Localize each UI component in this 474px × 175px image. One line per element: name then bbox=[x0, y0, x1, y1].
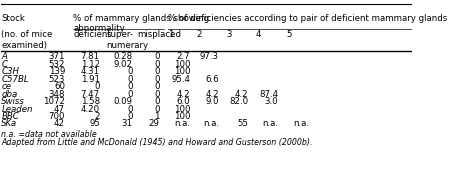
Text: % of mammary glands showing
abnormality: % of mammary glands showing abnormality bbox=[73, 14, 210, 33]
Text: n.a.: n.a. bbox=[174, 119, 190, 128]
Text: 1.12: 1.12 bbox=[81, 60, 100, 69]
Text: 1.58: 1.58 bbox=[81, 97, 100, 106]
Text: 6.0: 6.0 bbox=[177, 97, 190, 106]
Text: n.a.: n.a. bbox=[293, 119, 310, 128]
Text: 4.2: 4.2 bbox=[205, 90, 219, 99]
Text: Leaden: Leaden bbox=[1, 104, 33, 114]
Text: 4.31: 4.31 bbox=[81, 67, 100, 76]
Text: 348: 348 bbox=[48, 90, 65, 99]
Text: 2.7: 2.7 bbox=[177, 52, 190, 61]
Text: 1.91: 1.91 bbox=[81, 75, 100, 84]
Text: 29: 29 bbox=[148, 119, 159, 128]
Text: 139: 139 bbox=[49, 67, 65, 76]
Text: 100: 100 bbox=[174, 112, 190, 121]
Text: 0: 0 bbox=[127, 67, 133, 76]
Text: n.a.: n.a. bbox=[203, 119, 219, 128]
Text: ce: ce bbox=[1, 82, 11, 91]
Text: 9.02: 9.02 bbox=[114, 60, 133, 69]
Text: C: C bbox=[1, 60, 8, 69]
Text: 7.47: 7.47 bbox=[81, 90, 100, 99]
Text: 0: 0 bbox=[154, 67, 159, 76]
Text: BBC: BBC bbox=[1, 112, 19, 121]
Text: 4.2: 4.2 bbox=[235, 90, 248, 99]
Text: Swiss: Swiss bbox=[1, 97, 25, 106]
Text: 1: 1 bbox=[154, 112, 159, 121]
Text: 0: 0 bbox=[94, 82, 100, 91]
Text: 7.81: 7.81 bbox=[81, 52, 100, 61]
Text: 0: 0 bbox=[154, 90, 159, 99]
Text: 4.2: 4.2 bbox=[177, 90, 190, 99]
Text: 532: 532 bbox=[48, 60, 65, 69]
Text: 0: 0 bbox=[154, 82, 159, 91]
Text: 97.3: 97.3 bbox=[200, 52, 219, 61]
Text: 0.28: 0.28 bbox=[114, 52, 133, 61]
Text: 82.0: 82.0 bbox=[229, 97, 248, 106]
Text: 0: 0 bbox=[127, 104, 133, 114]
Text: 95.4: 95.4 bbox=[171, 75, 190, 84]
Text: 2: 2 bbox=[94, 112, 100, 121]
Text: 9.0: 9.0 bbox=[205, 97, 219, 106]
Text: 55: 55 bbox=[237, 119, 248, 128]
Text: 0: 0 bbox=[154, 104, 159, 114]
Text: 100: 100 bbox=[174, 104, 190, 114]
Text: C57BL: C57BL bbox=[1, 75, 29, 84]
Text: 0: 0 bbox=[127, 75, 133, 84]
Text: A: A bbox=[1, 52, 7, 61]
Text: 60: 60 bbox=[54, 82, 65, 91]
Text: 0: 0 bbox=[154, 60, 159, 69]
Text: 0: 0 bbox=[127, 90, 133, 99]
Text: C3H: C3H bbox=[1, 67, 19, 76]
Text: Stock: Stock bbox=[1, 14, 25, 23]
Text: 1: 1 bbox=[168, 30, 173, 39]
Text: 0: 0 bbox=[154, 97, 159, 106]
Text: misplaced: misplaced bbox=[137, 30, 181, 39]
Text: Adapted from Little and McDonald (1945) and Howard and Gusterson (2000b).: Adapted from Little and McDonald (1945) … bbox=[1, 138, 313, 147]
Text: 0.09: 0.09 bbox=[114, 97, 133, 106]
Text: % of deficiencies according to pair of deficient mammary glands: % of deficiencies according to pair of d… bbox=[168, 14, 447, 23]
Text: SKa: SKa bbox=[1, 119, 18, 128]
Text: 42: 42 bbox=[54, 119, 65, 128]
Text: 87.4: 87.4 bbox=[259, 90, 279, 99]
Text: dba: dba bbox=[1, 90, 18, 99]
Text: 0: 0 bbox=[127, 112, 133, 121]
Text: 47: 47 bbox=[54, 104, 65, 114]
Text: (no. of mice
examined): (no. of mice examined) bbox=[1, 30, 53, 50]
Text: 6.6: 6.6 bbox=[205, 75, 219, 84]
Text: 5: 5 bbox=[287, 30, 292, 39]
Text: 700: 700 bbox=[48, 112, 65, 121]
Text: n.a.: n.a. bbox=[263, 119, 279, 128]
Text: 95: 95 bbox=[89, 119, 100, 128]
Text: super-
numerary: super- numerary bbox=[106, 30, 148, 50]
Text: 3: 3 bbox=[226, 30, 231, 39]
Text: n.a. =data not available: n.a. =data not available bbox=[1, 130, 97, 139]
Text: 4.20: 4.20 bbox=[81, 104, 100, 114]
Text: 0: 0 bbox=[154, 52, 159, 61]
Text: 4: 4 bbox=[256, 30, 262, 39]
Text: 3.0: 3.0 bbox=[265, 97, 279, 106]
Text: deficient: deficient bbox=[73, 30, 111, 39]
Text: 523: 523 bbox=[48, 75, 65, 84]
Text: 0: 0 bbox=[154, 75, 159, 84]
Text: 0: 0 bbox=[127, 82, 133, 91]
Text: 31: 31 bbox=[122, 119, 133, 128]
Text: 2: 2 bbox=[196, 30, 202, 39]
Text: 371: 371 bbox=[48, 52, 65, 61]
Text: 1072: 1072 bbox=[43, 97, 65, 106]
Text: 100: 100 bbox=[174, 60, 190, 69]
Text: 100: 100 bbox=[174, 67, 190, 76]
